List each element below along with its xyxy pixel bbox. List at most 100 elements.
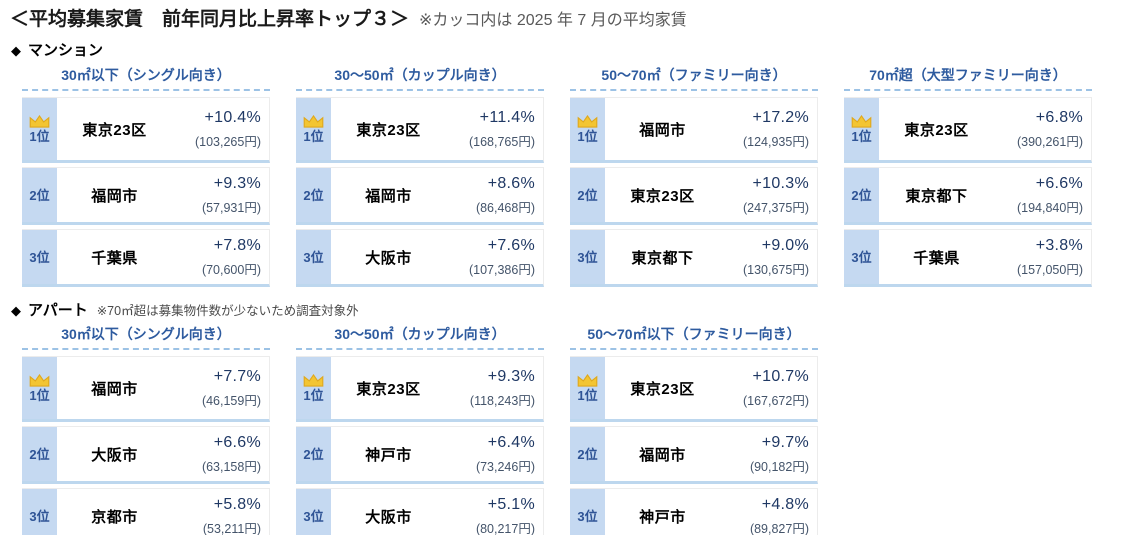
apartment-tables: 30㎡以下（シングル向き） 1位 福岡市 +7.7% (46,159円) 2位	[22, 324, 1117, 535]
rank-label: 1位	[29, 128, 50, 144]
section-heading-mansion: ◆ マンション	[11, 41, 1117, 61]
table-row: 2位 福岡市 +8.6% (86,468円)	[296, 167, 544, 225]
area-name: 千葉県	[91, 249, 138, 267]
rate-value: +7.6%	[487, 236, 535, 254]
price-value: (390,261円)	[1016, 134, 1083, 149]
price-value: (70,600円)	[201, 262, 261, 277]
table-row: 1位 東京23区 +9.3% (118,243円)	[296, 356, 544, 422]
value-cell: +10.7% (167,672円)	[707, 357, 817, 419]
rank-label: 2位	[851, 187, 872, 203]
price-value: (73,246円)	[475, 459, 535, 474]
value-cell: +7.6% (107,386円)	[433, 230, 543, 284]
rate-value: +5.8%	[213, 495, 261, 513]
diamond-icon: ◆	[11, 43, 21, 58]
area-name: 福岡市	[639, 121, 686, 139]
table-row: 1位 東京23区 +6.8% (390,261円)	[844, 97, 1092, 163]
area-name: 東京23区	[356, 121, 421, 139]
section-mansion: ◆ マンション 30㎡以下（シングル向き） 1位 東京23区 +10.4% (1…	[8, 41, 1117, 287]
area-name: 大阪市	[365, 249, 412, 267]
section-note: ※70㎡超は募集物件数が少ないため調査対象外	[96, 304, 359, 318]
page-title-note: ※カッコ内は 2025 年 7 月の平均家賃	[419, 12, 687, 29]
area-name: 京都市	[91, 508, 138, 526]
rank-cell: 3位	[22, 230, 60, 284]
value-cell: +3.8% (157,050円)	[981, 230, 1091, 284]
rate-value: +8.6%	[487, 174, 535, 192]
area-name: 東京23区	[630, 380, 695, 398]
rate-value: +9.7%	[761, 433, 809, 451]
section-title: マンション	[28, 42, 104, 59]
rank-cell: 2位	[570, 427, 608, 481]
table-row: 2位 東京23区 +10.3% (247,375円)	[570, 167, 818, 225]
price-value: (124,935円)	[742, 134, 809, 149]
rank-cell: 2位	[296, 168, 334, 222]
rank-table-apartment-50-70: 50～70㎡以下（ファミリー向き） 1位 東京23区 +10.7% (167,6…	[570, 324, 818, 535]
rank-cell: 3位	[570, 230, 608, 284]
area-name: 東京23区	[82, 121, 147, 139]
section-apartment: ◆ アパート ※70㎡超は募集物件数が少ないため調査対象外 30㎡以下（シングル…	[8, 300, 1117, 535]
table-row: 1位 福岡市 +7.7% (46,159円)	[22, 356, 270, 422]
diamond-icon: ◆	[11, 303, 21, 318]
rank-cell: 1位	[570, 357, 608, 419]
area-name: 東京23区	[904, 121, 969, 139]
table-header: 70㎡超（大型ファミリー向き）	[844, 65, 1092, 91]
rank-table-apartment-30-50: 30～50㎡（カップル向き） 1位 東京23区 +9.3% (118,243円)…	[296, 324, 544, 535]
table-row: 2位 福岡市 +9.3% (57,931円)	[22, 167, 270, 225]
value-cell: +10.4% (103,265円)	[159, 98, 269, 160]
value-cell: +9.7% (90,182円)	[707, 427, 817, 481]
rank-table-mansion-over70: 70㎡超（大型ファミリー向き） 1位 東京23区 +6.8% (390,261円…	[844, 65, 1092, 287]
price-value: (89,827円)	[749, 521, 809, 535]
rank-label: 2位	[303, 187, 324, 203]
rank-label: 2位	[577, 187, 598, 203]
rate-value: +5.1%	[487, 495, 535, 513]
rank-table-mansion-50-70: 50～70㎡（ファミリー向き） 1位 福岡市 +17.2% (124,935円)…	[570, 65, 818, 287]
crown-icon	[851, 114, 872, 128]
area-name: 千葉県	[913, 249, 960, 267]
rate-value: +9.3%	[213, 174, 261, 192]
rank-cell: 3位	[296, 230, 334, 284]
table-row: 3位 千葉県 +3.8% (157,050円)	[844, 229, 1092, 287]
price-value: (46,159円)	[201, 393, 261, 408]
crown-icon	[29, 114, 50, 128]
rank-label: 1位	[577, 387, 598, 403]
rank-cell: 1位	[22, 357, 60, 419]
rate-value: +10.3%	[752, 174, 809, 192]
price-value: (90,182円)	[749, 459, 809, 474]
table-row: 2位 神戸市 +6.4% (73,246円)	[296, 426, 544, 484]
rank-label: 3位	[29, 508, 50, 524]
value-cell: +4.8% (89,827円)	[707, 489, 817, 535]
table-header: 30～50㎡（カップル向き）	[296, 324, 544, 350]
value-cell: +7.7% (46,159円)	[159, 357, 269, 419]
rate-value: +17.2%	[752, 108, 809, 126]
table-row: 2位 大阪市 +6.6% (63,158円)	[22, 426, 270, 484]
table-row: 3位 大阪市 +7.6% (107,386円)	[296, 229, 544, 287]
table-header: 30㎡以下（シングル向き）	[22, 324, 270, 350]
rate-value: +6.6%	[1035, 174, 1083, 192]
rank-cell: 2位	[22, 427, 60, 481]
table-row: 3位 大阪市 +5.1% (80,217円)	[296, 488, 544, 535]
area-name: 東京都下	[905, 187, 968, 205]
crown-icon	[29, 373, 50, 387]
value-cell: +6.8% (390,261円)	[981, 98, 1091, 160]
table-header: 30㎡以下（シングル向き）	[22, 65, 270, 91]
price-value: (80,217円)	[475, 521, 535, 535]
price-value: (167,672円)	[742, 393, 809, 408]
table-header: 50～70㎡以下（ファミリー向き）	[570, 324, 818, 350]
price-value: (194,840円)	[1016, 200, 1083, 215]
rank-label: 3位	[577, 508, 598, 524]
value-cell: +6.6% (194,840円)	[981, 168, 1091, 222]
value-cell: +5.8% (53,211円)	[159, 489, 269, 535]
value-cell: +5.1% (80,217円)	[433, 489, 543, 535]
rank-label: 3位	[303, 508, 324, 524]
price-value: (86,468円)	[475, 200, 535, 215]
rate-value: +6.4%	[487, 433, 535, 451]
rate-value: +10.4%	[204, 108, 261, 126]
rate-value: +6.8%	[1035, 108, 1083, 126]
table-row: 3位 千葉県 +7.8% (70,600円)	[22, 229, 270, 287]
crown-icon	[577, 114, 598, 128]
page-title: ＜平均募集家賃 前年同月比上昇率トップ３＞	[10, 9, 410, 30]
value-cell: +9.3% (57,931円)	[159, 168, 269, 222]
rank-table-mansion-30-50: 30～50㎡（カップル向き） 1位 東京23区 +11.4% (168,765円…	[296, 65, 544, 287]
rank-cell: 3位	[844, 230, 882, 284]
value-cell: +10.3% (247,375円)	[707, 168, 817, 222]
